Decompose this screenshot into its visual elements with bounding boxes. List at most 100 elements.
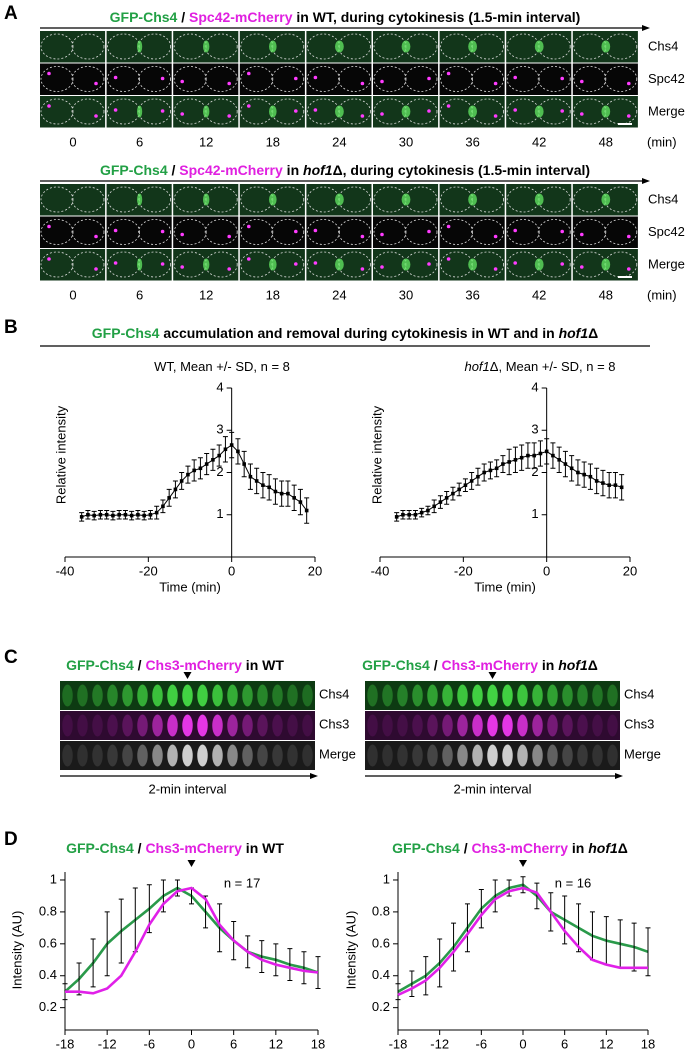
row-label: Chs4 (648, 191, 678, 206)
time-label: 36 (465, 287, 479, 302)
data-point (557, 458, 561, 462)
time-label: 30 (399, 134, 413, 149)
block-title: GFP-Chs4 / Chs3-mCherry in WT (66, 657, 284, 673)
spb-dot (446, 104, 451, 108)
data-point (488, 468, 493, 473)
data-point (507, 460, 511, 464)
y-tick-label: 3 (216, 422, 223, 437)
ring-signal (532, 684, 543, 707)
y-tick-label: 1 (531, 506, 538, 521)
text-part: hof1 (559, 325, 589, 341)
x-tick-label: 20 (308, 563, 322, 578)
spb-dot (113, 108, 118, 112)
data-point (494, 466, 499, 471)
error-bar (104, 911, 110, 977)
micrograph (572, 63, 638, 95)
error-bar (534, 882, 540, 910)
spb-dot (427, 76, 431, 81)
data-point (261, 483, 265, 487)
ring-signal (562, 714, 573, 737)
data-point (167, 496, 171, 500)
spb-dot (47, 104, 51, 108)
spb-dot (294, 229, 298, 234)
data-point (469, 479, 474, 483)
data-point (248, 474, 253, 479)
spb-dot (360, 267, 365, 271)
ring-signal (137, 744, 148, 767)
text-part: in WT (242, 840, 284, 856)
data-point (142, 513, 146, 518)
ring-signal (167, 714, 178, 737)
data-point (267, 485, 271, 490)
septum-signal (601, 258, 611, 271)
data-point (607, 483, 611, 487)
data-point (229, 443, 234, 447)
ring-signal (412, 714, 423, 737)
ring-signal (577, 744, 588, 767)
y-tick-label: 0.4 (39, 967, 57, 982)
x-tick-label: -6 (144, 1036, 156, 1050)
error-bar (576, 903, 582, 953)
time-unit: (min) (647, 134, 677, 149)
x-tick-label: -12 (98, 1036, 117, 1050)
data-point (286, 491, 290, 496)
ring-signal (592, 684, 603, 707)
data-point (432, 504, 436, 509)
data-point (298, 500, 303, 504)
data-point (129, 513, 134, 518)
ring-signal (107, 714, 118, 737)
time-label: 48 (599, 134, 613, 149)
ring-signal (197, 684, 208, 707)
cell-outline (404, 219, 438, 245)
data-point (519, 455, 524, 460)
ring-signal (227, 684, 238, 707)
ring-signal (397, 744, 408, 767)
spb-dot (47, 71, 51, 76)
text-part: accumulation and removal during cytokine… (159, 325, 558, 341)
x-tick-label: -18 (56, 1036, 75, 1050)
spb-dot (360, 234, 365, 239)
chart-title: GFP-Chs4 / Chs3-mCherry in WT (66, 840, 284, 856)
ring-signal (382, 744, 393, 767)
cell-outline (107, 66, 140, 92)
ring-signal (607, 684, 618, 707)
text-part: GFP-Chs4 (66, 657, 134, 673)
time-label: 12 (199, 287, 213, 302)
arrow-head (642, 178, 650, 184)
spb-dot (180, 232, 184, 237)
peak-marker (187, 860, 196, 867)
ring-signal (242, 714, 253, 737)
data-point (476, 474, 480, 479)
spb-dot (560, 262, 564, 266)
error-bar (315, 956, 321, 990)
text-part: GFP-Chs4 (392, 840, 460, 856)
spb-dot (160, 76, 165, 81)
spb-dot (113, 228, 118, 233)
septum-signal (468, 193, 477, 206)
error-bar (409, 970, 415, 997)
data-point (501, 462, 505, 466)
spb-dot (446, 224, 451, 229)
micrograph (439, 216, 505, 248)
x-tick-label: -12 (430, 1036, 449, 1050)
time-label: 48 (599, 287, 613, 302)
x-tick-label: 6 (230, 1036, 237, 1050)
septum-signal (137, 258, 143, 271)
panel-label: C (4, 647, 18, 668)
cell-outline (440, 219, 474, 245)
data-point (532, 453, 536, 458)
cell-outline (40, 186, 74, 213)
ring-signal (197, 744, 208, 767)
ring-signal (547, 744, 558, 767)
text-part: Δ, during cytokinesis (1.5-min interval) (333, 162, 590, 178)
septum-signal (269, 193, 277, 206)
data-line (397, 886, 648, 997)
data-point (426, 508, 430, 513)
ring-signal (152, 684, 163, 707)
x-tick-label: 12 (599, 1036, 613, 1050)
spb-dot (227, 81, 231, 86)
text-part: Chs3-mCherry (442, 657, 539, 673)
data-point (544, 449, 549, 454)
error-bar (301, 951, 307, 985)
error-bar (287, 948, 293, 982)
